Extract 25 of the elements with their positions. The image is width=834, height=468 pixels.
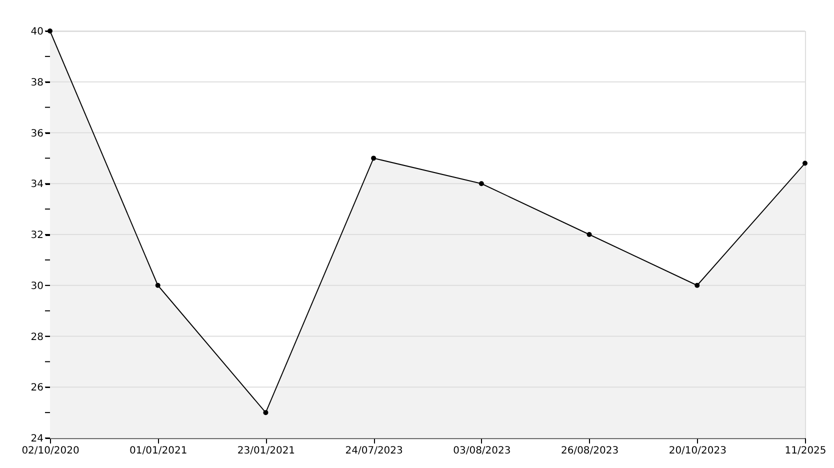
y-tick-label: 38 — [30, 77, 44, 88]
x-tick-label: 02/10/2020 — [22, 446, 80, 456]
point — [694, 282, 700, 288]
point — [478, 181, 484, 186]
y-tick-label: 30 — [30, 280, 44, 292]
y-tick-label: 26 — [30, 382, 44, 394]
x-tick-label: 03/08/2023 — [453, 446, 511, 456]
x-tick-label: 11/2025 — [784, 446, 826, 456]
point — [802, 160, 808, 166]
point — [371, 156, 376, 161]
x-tick-label: 01/01/2021 — [130, 446, 188, 456]
x-tick-label: 23/01/2021 — [237, 446, 296, 456]
point — [155, 282, 160, 288]
x-tick-label: 24/07/2023 — [345, 446, 403, 456]
point — [586, 232, 592, 237]
y-tick-label: 36 — [30, 128, 44, 140]
point — [263, 410, 268, 416]
y-tick-label: 32 — [30, 230, 44, 241]
x-tick-label: 26/08/2023 — [560, 446, 619, 456]
y-tick-label: 40 — [30, 26, 44, 38]
y-tick-label: 34 — [30, 179, 44, 190]
point — [48, 28, 52, 34]
y-tick-label: 28 — [30, 332, 44, 343]
x-tick-label: 20/10/2023 — [668, 446, 726, 456]
y-tick-label: 24 — [30, 434, 44, 444]
